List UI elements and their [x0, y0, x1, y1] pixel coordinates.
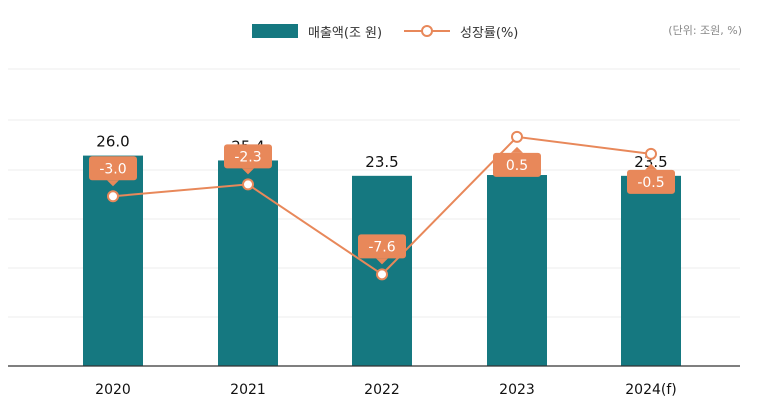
- bar-2020: [83, 155, 143, 366]
- growth-point-2024(f): [645, 147, 657, 160]
- growth-label-2024(f): -0.5: [627, 163, 675, 194]
- growth-label-text-2023: 0.5: [506, 158, 528, 174]
- x-tick-2021: 2021: [230, 382, 266, 398]
- growth-label-2020: -3.0: [89, 156, 137, 187]
- legend-label-revenue: 매출액(조 원): [308, 25, 383, 41]
- legend-item-revenue: 매출액(조 원): [252, 19, 382, 43]
- bar-2023: [487, 175, 547, 366]
- legend-label-growth: 성장률(%): [460, 25, 519, 41]
- bar-label-2020: 26.0: [96, 133, 129, 151]
- x-tick-2024(f): 2024(f): [625, 382, 676, 398]
- x-tick-2023: 2023: [499, 382, 535, 398]
- growth-label-text-2020: -3.0: [99, 161, 126, 177]
- growth-point-2020: [107, 190, 119, 203]
- x-tick-2022: 2022: [364, 382, 400, 398]
- growth-label-2023: 0.5: [493, 146, 541, 177]
- x-tick-2020: 2020: [95, 382, 131, 398]
- bar-2024(f): [621, 175, 681, 366]
- growth-point-2023: [511, 130, 523, 143]
- bar-value-labels: 26.025.423.523.623.5: [96, 133, 667, 171]
- line-marker-icon: [404, 24, 450, 38]
- growth-label-text-2022: -7.6: [368, 239, 395, 255]
- growth-label-2021: -2.3: [224, 144, 272, 175]
- bar-2021: [218, 160, 278, 366]
- legend-item-growth: 성장률(%): [404, 19, 518, 43]
- bar-label-2022: 23.5: [365, 153, 398, 171]
- unit-note: (단위: 조원, %): [668, 24, 742, 37]
- line-series: [107, 130, 657, 281]
- growth-label-2022: -7.6: [358, 234, 406, 265]
- growth-point-2021: [242, 178, 254, 191]
- growth-point-2022: [376, 268, 388, 281]
- line-value-labels: -3.0 -2.3 -7.6 0.5 -0.5: [89, 144, 675, 265]
- growth-label-text-2021: -2.3: [234, 149, 261, 165]
- growth-label-text-2024(f): -0.5: [637, 175, 664, 191]
- bar-swatch-icon: [252, 24, 298, 38]
- bar-label-2024(f): 23.5: [634, 153, 667, 171]
- x-tick-labels: 2020 2021 2022 2023 2024(f): [95, 382, 677, 398]
- legend: 매출액(조 원) 성장률(%): [0, 19, 760, 43]
